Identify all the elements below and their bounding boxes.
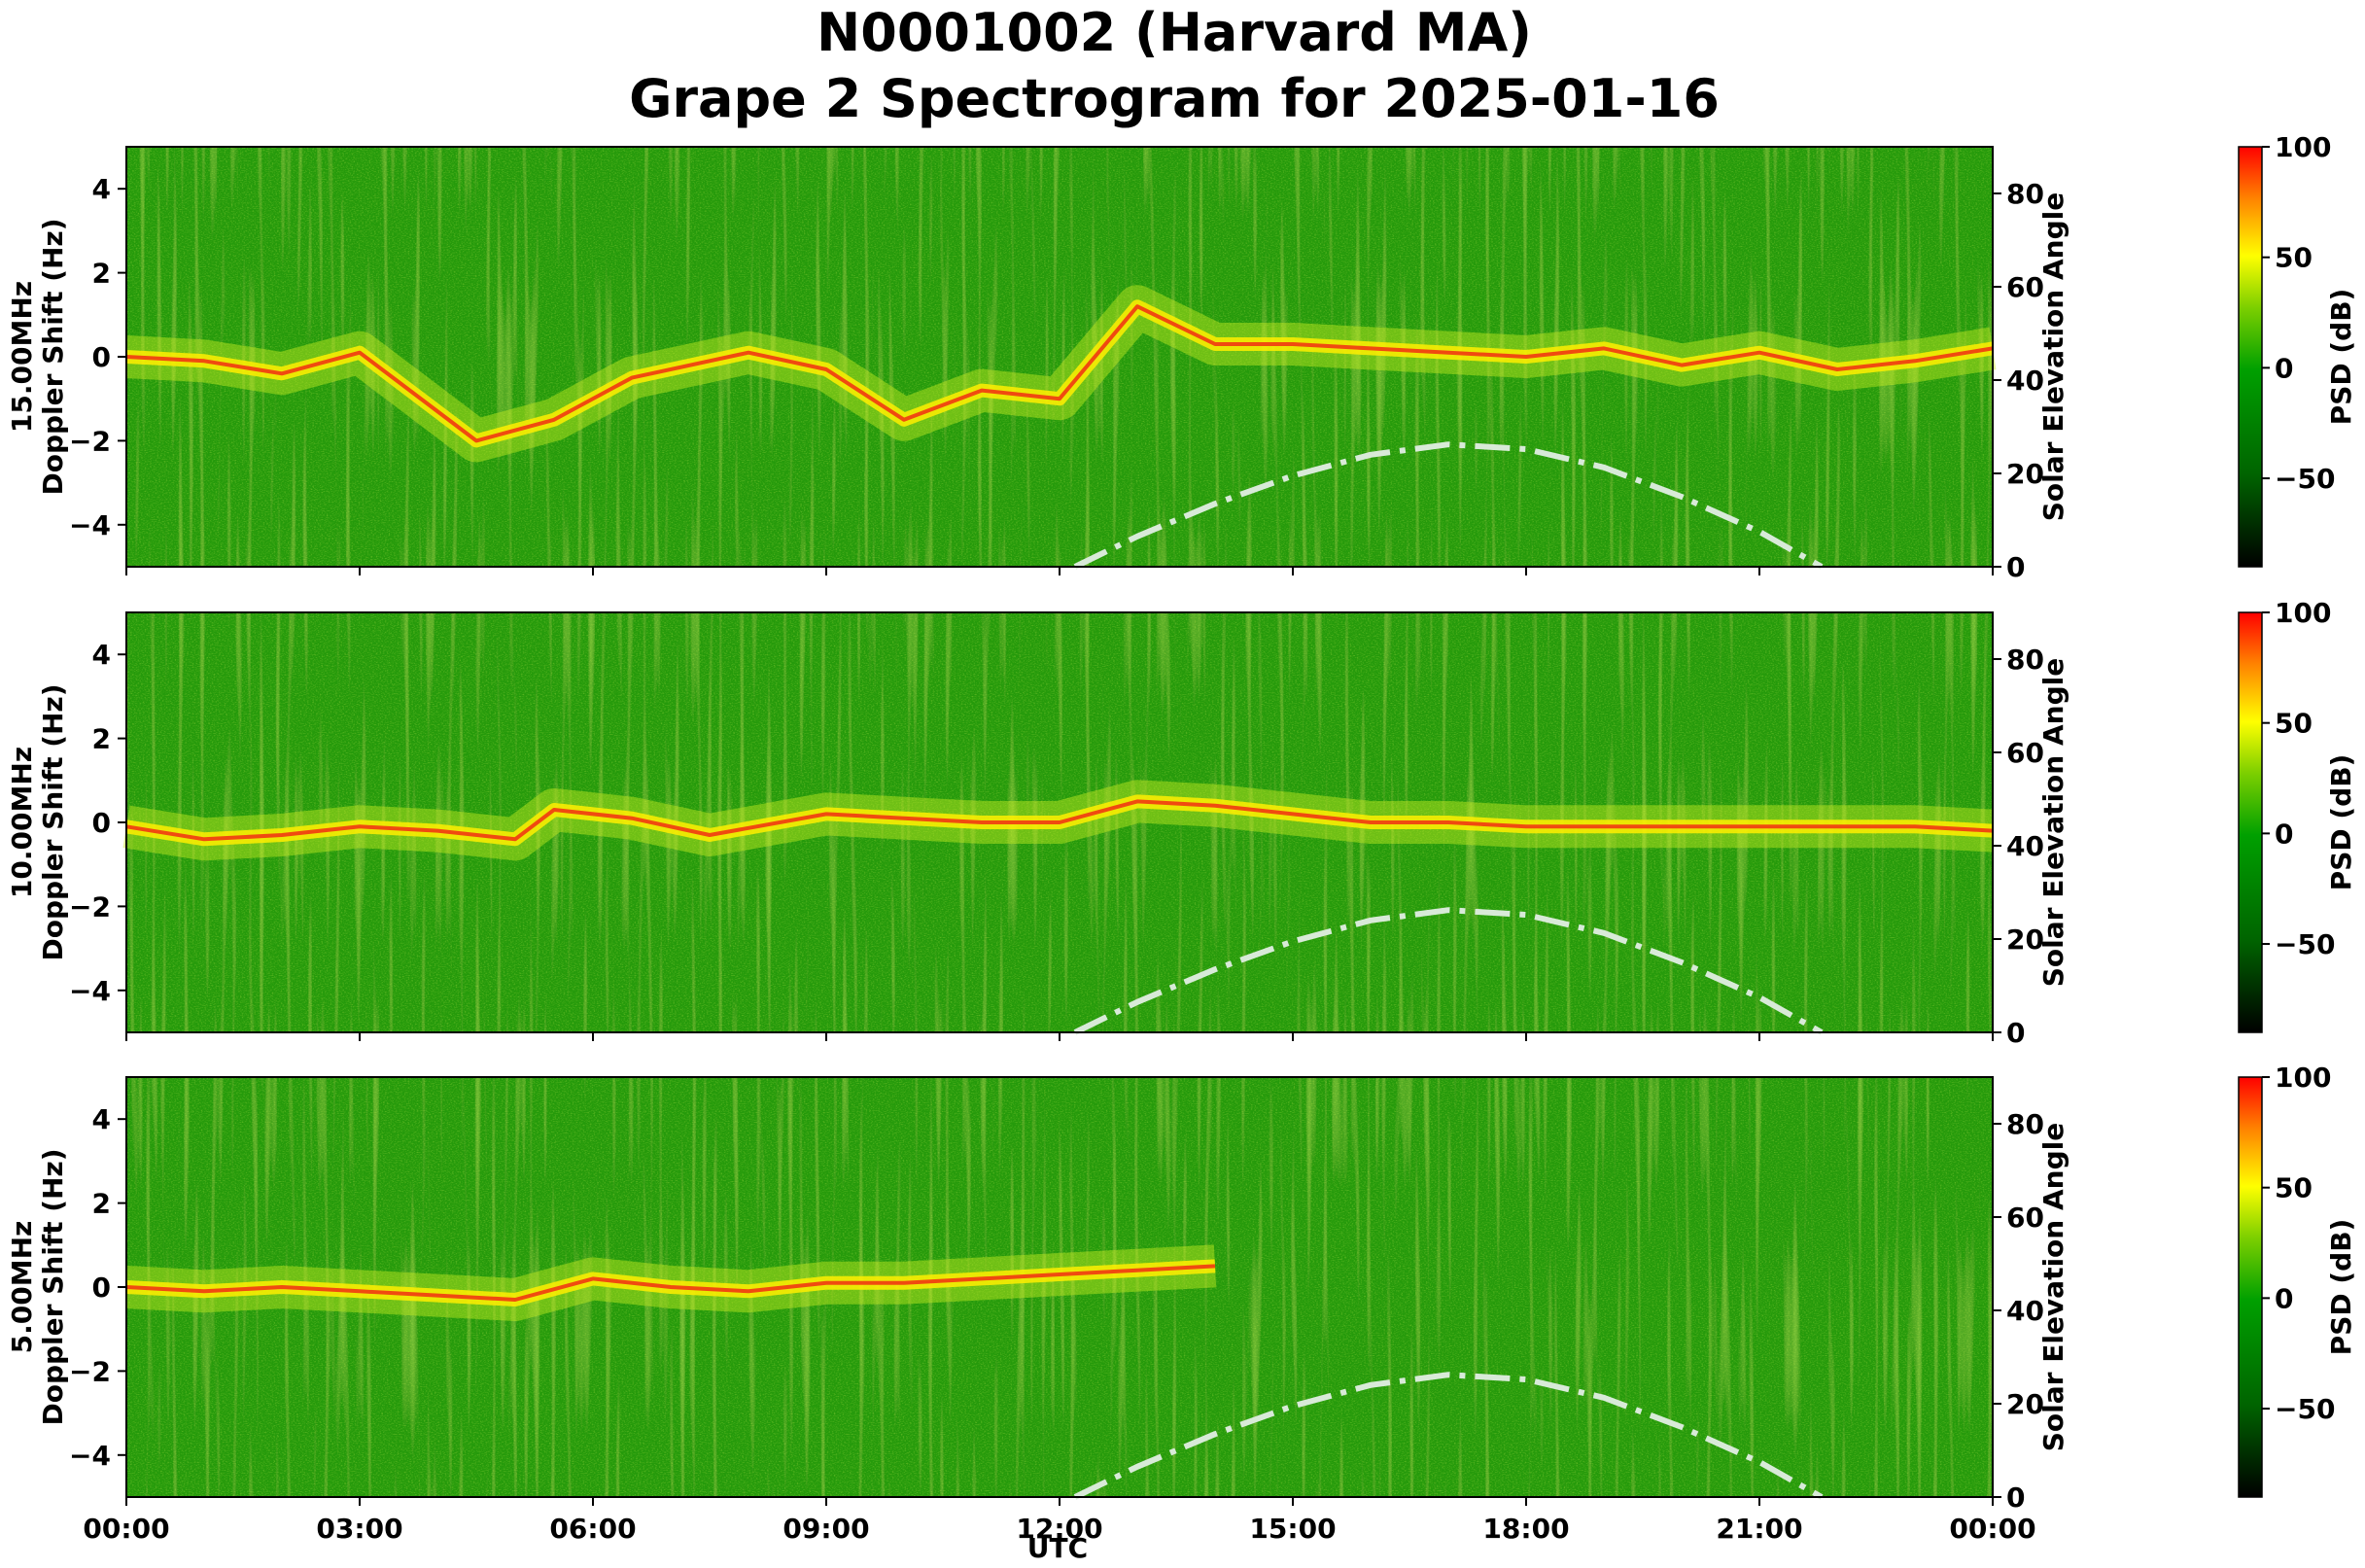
- right-tick-label: 80: [2006, 1108, 2044, 1140]
- right-axis-label: Solar Elevation Angle: [2037, 1123, 2069, 1451]
- panel-frequency-label: 15.00MHz: [6, 281, 38, 433]
- colorbar-tick-label: 50: [2275, 1172, 2313, 1204]
- y-tick-label: 0: [92, 341, 111, 373]
- colorbar: [2238, 146, 2263, 568]
- colorbar-label: PSD (dB): [2325, 754, 2357, 891]
- right-tick-label: 20: [2006, 1388, 2044, 1420]
- y-tick-label: 4: [92, 1103, 111, 1135]
- colorbar-tick-label: −50: [2275, 463, 2335, 495]
- solar-elevation-curve: [1073, 441, 1824, 570]
- y-axis-label: Doppler Shift (Hz): [37, 683, 69, 960]
- colorbar-tick-label: 100: [2275, 131, 2331, 163]
- right-tick-label: 60: [2006, 737, 2044, 769]
- colorbar: [2238, 1076, 2263, 1498]
- y-tick-label: 2: [92, 1188, 111, 1220]
- right-tick-label: 60: [2006, 271, 2044, 303]
- y-axis-label: Doppler Shift (Hz): [37, 1148, 69, 1425]
- right-tick-label: 60: [2006, 1202, 2044, 1234]
- x-tick-label: 15:00: [1249, 1513, 1336, 1545]
- colorbar-tick-label: 0: [2275, 352, 2293, 384]
- solar-elevation-curve: [1073, 1372, 1824, 1500]
- right-tick-label: 80: [2006, 644, 2044, 676]
- y-tick-label: 2: [92, 723, 111, 755]
- right-tick-label: 20: [2006, 923, 2044, 956]
- colorbar-tick-label: 50: [2275, 242, 2313, 274]
- right-axis-label: Solar Elevation Angle: [2037, 658, 2069, 987]
- x-tick-label: 12:00: [1016, 1513, 1102, 1545]
- right-tick-label: 40: [2006, 830, 2044, 862]
- colorbar-tick-label: 0: [2275, 1282, 2293, 1314]
- x-tick-label: 00:00: [83, 1513, 169, 1545]
- right-tick-label: 0: [2006, 1017, 2025, 1049]
- y-tick-label: 0: [92, 807, 111, 839]
- right-tick-label: 40: [2006, 1295, 2044, 1327]
- doppler-trace: [125, 304, 1994, 443]
- colorbar-tick-label: −50: [2275, 928, 2335, 960]
- y-tick-label: −2: [69, 1355, 111, 1387]
- chart-subtitle: Grape 2 Spectrogram for 2025-01-16: [629, 68, 1720, 129]
- x-tick-label: 21:00: [1716, 1513, 1802, 1545]
- y-tick-label: −2: [69, 890, 111, 923]
- y-tick-label: 4: [92, 173, 111, 205]
- x-axis-label: UTC: [1027, 1532, 1088, 1564]
- colorbar-tick-label: −50: [2275, 1393, 2335, 1425]
- colorbar-tick-label: 0: [2275, 818, 2293, 850]
- y-axis-label: Doppler Shift (Hz): [37, 218, 69, 495]
- y-tick-label: −2: [69, 425, 111, 457]
- right-tick-label: 0: [2006, 1481, 2025, 1514]
- colorbar: [2238, 611, 2263, 1033]
- x-tick-label: 00:00: [1949, 1513, 2035, 1545]
- right-tick-label: 0: [2006, 551, 2025, 583]
- colorbar-tick-label: 100: [2275, 1062, 2331, 1094]
- right-axis-label: Solar Elevation Angle: [2037, 192, 2069, 521]
- doppler-trace: [125, 1264, 1216, 1302]
- colorbar-label: PSD (dB): [2325, 1219, 2357, 1356]
- y-tick-label: −4: [69, 1440, 111, 1472]
- y-tick-label: −4: [69, 975, 111, 1007]
- x-tick-label: 18:00: [1482, 1513, 1569, 1545]
- right-tick-label: 80: [2006, 178, 2044, 210]
- chart-title: N0001002 (Harvard MA): [817, 2, 1532, 63]
- x-tick-label: 06:00: [549, 1513, 636, 1545]
- doppler-trace: [125, 799, 1994, 842]
- y-tick-label: 0: [92, 1272, 111, 1304]
- y-tick-label: 2: [92, 258, 111, 290]
- right-tick-label: 20: [2006, 458, 2044, 490]
- colorbar-tick-label: 50: [2275, 708, 2313, 740]
- y-tick-label: −4: [69, 509, 111, 541]
- x-tick-label: 09:00: [783, 1513, 869, 1545]
- panel-frequency-label: 5.00MHz: [6, 1221, 38, 1354]
- panel-frequency-label: 10.00MHz: [6, 747, 38, 898]
- colorbar-tick-label: 100: [2275, 597, 2331, 629]
- solar-elevation-curve: [1073, 907, 1824, 1035]
- y-tick-label: 4: [92, 639, 111, 671]
- colorbar-label: PSD (dB): [2325, 289, 2357, 426]
- right-tick-label: 40: [2006, 365, 2044, 397]
- x-tick-label: 03:00: [316, 1513, 402, 1545]
